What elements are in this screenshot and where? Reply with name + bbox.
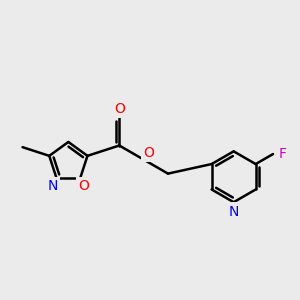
- Text: O: O: [143, 146, 155, 160]
- Text: F: F: [278, 147, 286, 161]
- Text: O: O: [114, 102, 125, 116]
- Text: N: N: [48, 179, 58, 193]
- Text: O: O: [78, 179, 89, 193]
- Text: N: N: [229, 205, 239, 219]
